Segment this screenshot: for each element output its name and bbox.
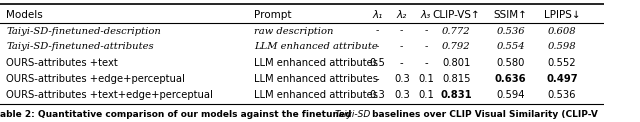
Text: -: - [400,27,403,36]
Text: 0.5: 0.5 [370,58,385,68]
Text: 0.3: 0.3 [394,74,410,84]
Text: Taiyi-SD: Taiyi-SD [335,110,371,119]
Text: LLM enhanced attributes: LLM enhanced attributes [254,90,378,100]
Text: CLIP-VS↑: CLIP-VS↑ [432,10,480,20]
Text: 0.831: 0.831 [440,90,472,100]
Text: 0.772: 0.772 [442,27,470,36]
Text: 0.608: 0.608 [548,27,576,36]
Text: -: - [400,58,404,68]
Text: OURS-attributes +text: OURS-attributes +text [6,58,118,68]
Text: -: - [376,42,380,51]
Text: 0.801: 0.801 [442,58,470,68]
Text: LLM enhanced attributes: LLM enhanced attributes [254,74,378,84]
Text: -: - [376,74,380,84]
Text: Taiyi-SD-finetuned-attributes: Taiyi-SD-finetuned-attributes [6,42,154,51]
Text: Taiyi-SD-finetuned-description: Taiyi-SD-finetuned-description [6,27,161,36]
Text: 0.815: 0.815 [442,74,470,84]
Text: λ₁: λ₁ [372,10,383,20]
Text: raw description: raw description [254,27,333,36]
Text: baselines over CLIP Visual Similarity (CLIP-V: baselines over CLIP Visual Similarity (C… [369,110,598,119]
Text: SSIM↑: SSIM↑ [493,10,527,20]
Text: λ₃: λ₃ [421,10,431,20]
Text: 0.792: 0.792 [442,42,470,51]
Text: Models: Models [6,10,43,20]
Text: 0.536: 0.536 [496,27,525,36]
Text: OURS-attributes +edge+perceptual: OURS-attributes +edge+perceptual [6,74,185,84]
Text: 0.580: 0.580 [497,58,525,68]
Text: 0.3: 0.3 [370,90,385,100]
Text: LLM enhanced attributes: LLM enhanced attributes [254,58,378,68]
Text: 0.1: 0.1 [418,90,434,100]
Text: OURS-attributes +text+edge+perceptual: OURS-attributes +text+edge+perceptual [6,90,213,100]
Text: Prompt: Prompt [254,10,291,20]
Text: 0.497: 0.497 [546,74,578,84]
Text: 0.554: 0.554 [496,42,525,51]
Text: 0.3: 0.3 [394,90,410,100]
Text: 0.636: 0.636 [495,74,526,84]
Text: LLM enhanced attribute: LLM enhanced attribute [254,42,378,51]
Text: 0.552: 0.552 [548,58,576,68]
Text: 0.594: 0.594 [496,90,525,100]
Text: 0.598: 0.598 [548,42,576,51]
Text: λ₂: λ₂ [397,10,407,20]
Text: able 2: Quantitative comparison of our models against the finetuned: able 2: Quantitative comparison of our m… [0,110,355,119]
Text: 0.536: 0.536 [548,90,576,100]
Text: LPIPS↓: LPIPS↓ [543,10,580,20]
Text: -: - [424,58,428,68]
Text: -: - [424,42,428,51]
Text: -: - [376,27,380,36]
Text: -: - [400,42,403,51]
Text: 0.1: 0.1 [418,74,434,84]
Text: -: - [424,27,428,36]
